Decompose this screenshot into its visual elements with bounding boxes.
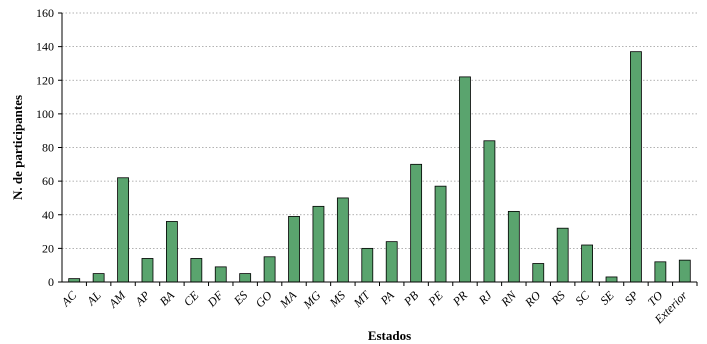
x-tick-label-pe: PE bbox=[425, 288, 446, 309]
gridlines bbox=[58, 12, 697, 283]
bar-exterior bbox=[678, 259, 691, 283]
x-tick-label-ms: MS bbox=[326, 288, 348, 310]
bar-am bbox=[117, 177, 129, 283]
x-tick-label-ma: MA bbox=[276, 288, 299, 311]
y-tick-label: 80 bbox=[42, 141, 54, 155]
bar-es bbox=[239, 273, 252, 283]
bar-sp bbox=[630, 51, 642, 283]
bar-rj bbox=[483, 140, 496, 283]
x-tick-label-mt: MT bbox=[350, 287, 373, 310]
axes bbox=[61, 13, 697, 283]
bar-to bbox=[654, 261, 667, 283]
x-tick-label-pr: PR bbox=[449, 288, 470, 309]
bar-ce bbox=[190, 258, 203, 283]
bar-pr bbox=[459, 76, 471, 283]
x-tick-label-pa: PA bbox=[377, 288, 397, 308]
x-tick-label-df: DF bbox=[204, 288, 226, 310]
x-tick-label-ap: AP bbox=[132, 288, 153, 309]
x-tick-label-pb: PB bbox=[400, 288, 421, 309]
x-tick-label-al: AL bbox=[83, 288, 104, 309]
bar-ro bbox=[532, 263, 545, 283]
bar-rn bbox=[507, 210, 520, 283]
bar-pb bbox=[410, 163, 423, 283]
bar-mt bbox=[361, 247, 374, 283]
x-tick-label-rs: RS bbox=[548, 288, 568, 308]
bar-mg bbox=[312, 205, 325, 283]
y-tick-label: 140 bbox=[36, 40, 54, 54]
x-tick-label-es: ES bbox=[230, 288, 250, 308]
x-tick-label-go: GO bbox=[253, 288, 275, 310]
bar-ms bbox=[336, 197, 349, 283]
bar-sc bbox=[581, 244, 593, 283]
y-tick-label: 60 bbox=[42, 174, 54, 188]
bar-go bbox=[263, 256, 276, 283]
x-tick-label-se: SE bbox=[597, 288, 617, 308]
y-axis-title: N. de participantes bbox=[10, 95, 25, 200]
bar-ac bbox=[68, 278, 81, 283]
bar-ap bbox=[141, 258, 154, 283]
y-tick-label: 20 bbox=[42, 241, 54, 255]
y-tick-label: 40 bbox=[42, 208, 54, 222]
x-tick-label-am: AM bbox=[105, 288, 129, 312]
x-tick-label-ac: AC bbox=[58, 288, 80, 310]
bar-al bbox=[92, 273, 105, 283]
x-tick-label-rj: RJ bbox=[475, 288, 495, 308]
x-tick-label-sp: SP bbox=[622, 288, 642, 308]
bar-pa bbox=[385, 241, 398, 283]
y-tick-label: 0 bbox=[48, 275, 54, 289]
x-tick-label-rn: RN bbox=[497, 288, 519, 310]
y-tick-label: 100 bbox=[36, 107, 54, 121]
x-tick-label-ce: CE bbox=[181, 288, 202, 309]
x-tick-label-mg: MG bbox=[300, 288, 324, 312]
bar-pe bbox=[434, 185, 447, 283]
y-tick-label: 120 bbox=[36, 73, 54, 87]
x-tick-label-ba: BA bbox=[157, 288, 178, 309]
bar-se bbox=[605, 276, 618, 283]
bars bbox=[68, 51, 698, 286]
y-tick-label: 160 bbox=[36, 6, 54, 20]
bar-ma bbox=[288, 216, 300, 283]
x-tick-label-ro: RO bbox=[521, 288, 543, 310]
x-tick-labels: AC AL AM AP BA CE DF ES GO MA MG MS MT PA PB PE PR RJ RN RO… bbox=[58, 287, 690, 327]
bar-df bbox=[214, 266, 227, 283]
bar-rs bbox=[556, 227, 569, 283]
x-tick-label-sc: SC bbox=[572, 288, 593, 309]
x-axis-title: Estados bbox=[368, 328, 411, 343]
y-tick-labels: 0 20 40 60 80 100 120 140 160 bbox=[36, 6, 54, 289]
bar-ba bbox=[166, 221, 178, 283]
